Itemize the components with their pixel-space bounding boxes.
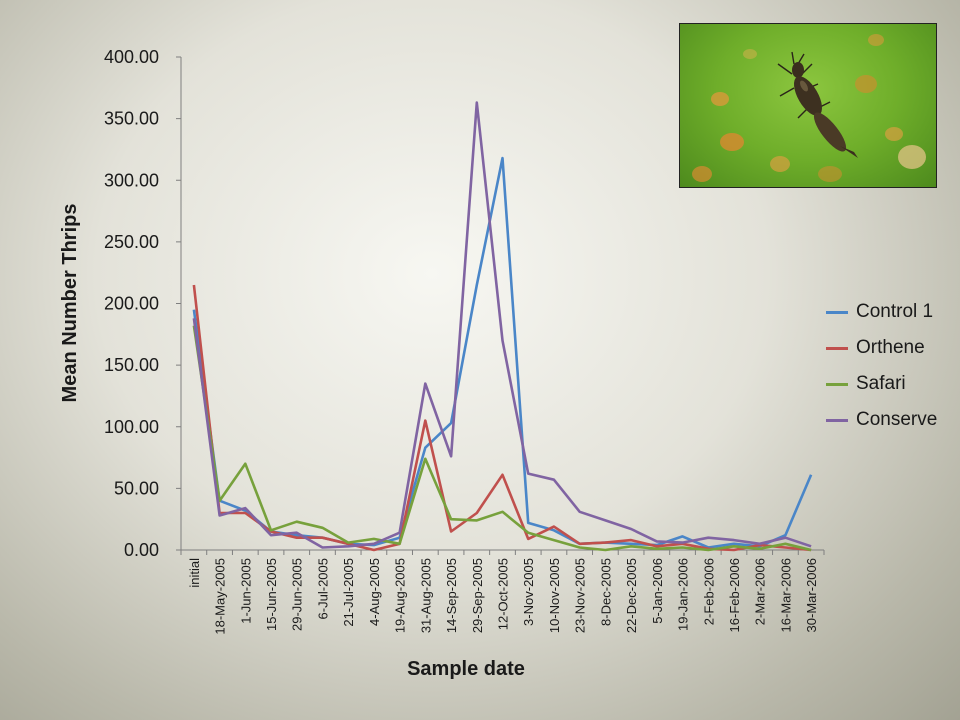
y-tick-label: 0.00 xyxy=(124,540,159,560)
y-tick-label: 50.00 xyxy=(114,478,159,498)
legend-item-safari: Safari xyxy=(826,366,937,402)
x-tick-label: 4-Aug-2005 xyxy=(367,558,382,626)
legend-label: Conserve xyxy=(856,409,938,430)
x-tick-label: 22-Dec-2005 xyxy=(624,558,639,633)
y-tick-label: 250.00 xyxy=(104,232,159,252)
x-tick-label: 16-Feb-2006 xyxy=(727,558,742,632)
legend-swatch xyxy=(826,382,848,386)
x-tick-label: 16-Mar-2006 xyxy=(778,558,793,632)
legend-label: Control 1 xyxy=(856,301,934,322)
x-tick-label: 3-Nov-2005 xyxy=(521,558,536,626)
x-tick-label: initial xyxy=(187,558,202,588)
x-tick-label: 5-Jan-2006 xyxy=(650,558,665,624)
x-tick-label: 14-Sep-2005 xyxy=(444,558,459,633)
x-tick-label: 2-Feb-2006 xyxy=(701,558,716,625)
legend-swatch xyxy=(826,418,848,422)
series-line-conserve xyxy=(192,101,812,549)
y-tick-label: 350.00 xyxy=(104,109,159,129)
y-axis-label: Mean Number Thrips xyxy=(59,204,81,403)
x-tick-label: 1-Jun-2005 xyxy=(238,558,253,624)
legend-swatch xyxy=(826,346,848,350)
x-tick-label: 8-Dec-2005 xyxy=(598,558,613,626)
series-line-orthene xyxy=(192,284,812,552)
x-tick-label: 30-Mar-2006 xyxy=(804,558,819,632)
x-tick-label: 15-Jun-2005 xyxy=(264,558,279,631)
x-tick-label: 31-Aug-2005 xyxy=(418,558,433,633)
series-lines xyxy=(192,101,813,552)
legend-item-conserve: Conserve xyxy=(826,402,937,438)
thrips-photo xyxy=(679,23,937,188)
x-tick-label: 19-Aug-2005 xyxy=(393,558,408,633)
x-tick-label: 6-Jul-2005 xyxy=(315,558,330,619)
x-tick-label: 29-Jun-2005 xyxy=(290,558,305,631)
y-axis: 0.00 50.00 100.00 150.00 200.00 250.00 300.00 3… xyxy=(104,47,182,560)
x-axis-label: Sample date xyxy=(407,658,525,680)
legend-label: Orthene xyxy=(856,337,925,358)
y-tick-label: 400.00 xyxy=(104,47,159,67)
x-tick-label: 2-Mar-2006 xyxy=(753,558,768,625)
legend-item-control-1: Control 1 xyxy=(826,294,937,330)
x-tick-label: 21-Jul-2005 xyxy=(341,558,356,627)
x-tick-label: 23-Nov-2005 xyxy=(573,558,588,633)
y-tick-label: 100.00 xyxy=(104,417,159,437)
x-tick-label: 29-Sep-2005 xyxy=(470,558,485,633)
legend-label: Safari xyxy=(856,373,906,394)
x-axis: initial 18-May-2005 1-Jun-2005 15-Jun-2005 2… xyxy=(180,549,825,635)
x-tick-label: 19-Jan-2006 xyxy=(676,558,691,631)
series-line-control-1 xyxy=(192,156,813,549)
x-tick-label: 18-May-2005 xyxy=(213,558,228,635)
x-tick-label: 10-Nov-2005 xyxy=(547,558,562,633)
y-tick-label: 150.00 xyxy=(104,355,159,375)
y-tick-label: 200.00 xyxy=(104,294,159,314)
x-tick-label: 12-Oct-2005 xyxy=(496,558,511,630)
legend: Control 1 Orthene Safari Conserve xyxy=(826,294,937,438)
thrips-insect-image xyxy=(692,34,926,182)
series-line-safari xyxy=(192,325,812,552)
y-tick-label: 300.00 xyxy=(104,170,159,190)
legend-item-orthene: Orthene xyxy=(826,330,937,366)
legend-swatch xyxy=(826,310,848,314)
